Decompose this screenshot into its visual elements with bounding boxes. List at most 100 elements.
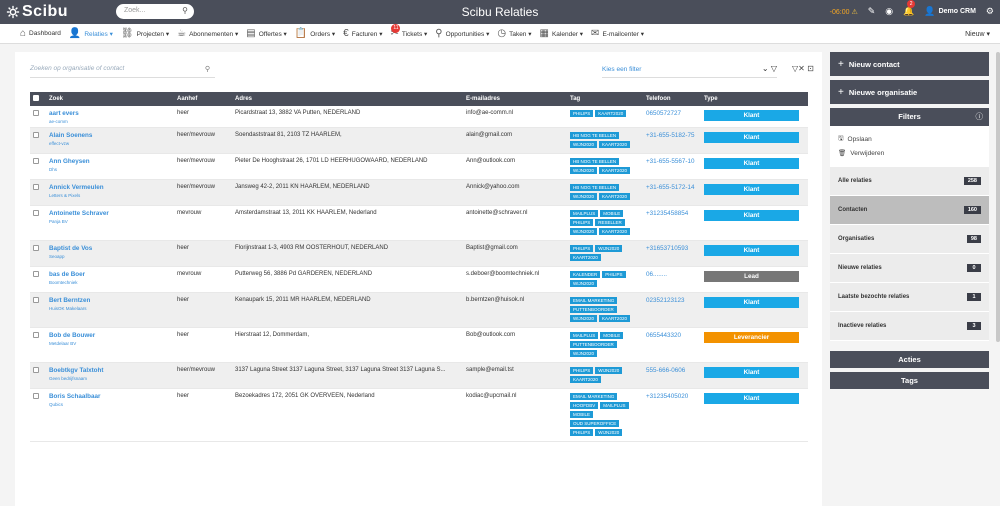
- col-aanhef[interactable]: Aanhef: [177, 96, 198, 102]
- organisation-link[interactable]: Panja BV: [49, 219, 68, 224]
- tag-badge[interactable]: MAILPLUS: [570, 332, 599, 339]
- contact-name-link[interactable]: Antoinette Schraver: [49, 210, 109, 217]
- acties-button[interactable]: Acties: [830, 351, 989, 368]
- filter-item[interactable]: Inactieve relaties 3: [830, 312, 989, 341]
- col-tag[interactable]: Tag: [570, 96, 581, 102]
- phone-link[interactable]: +31-655-5567-10: [646, 158, 695, 165]
- row-checkbox[interactable]: [33, 332, 39, 338]
- tag-badge[interactable]: RESELLER: [595, 219, 625, 226]
- tag-badge[interactable]: WIJN2020: [570, 280, 598, 287]
- tag-badge[interactable]: MAILPLUS: [600, 402, 629, 409]
- tag-badge[interactable]: WIJN2020: [595, 367, 623, 374]
- tag-badge[interactable]: WIJN2020: [570, 315, 598, 322]
- email-cell[interactable]: b.berntzen@huisok.nl: [466, 297, 525, 303]
- row-checkbox[interactable]: [33, 245, 39, 251]
- tag-badge[interactable]: KAART2020: [599, 193, 630, 200]
- edit-icon[interactable]: ✎: [867, 6, 876, 16]
- filter-select[interactable]: Kies een filter ⌄ ▽: [602, 64, 777, 78]
- global-search-input[interactable]: Zoek... ⚲: [116, 4, 194, 19]
- tag-badge[interactable]: WIJN2020: [570, 141, 598, 148]
- tag-badge[interactable]: WIJN2020: [595, 429, 623, 436]
- organisation-link[interactable]: effect-vzw: [49, 141, 70, 146]
- table-row[interactable]: aart evers ae-comm heer Picardstraat 13, …: [30, 106, 808, 128]
- contact-name-link[interactable]: bas de Boer: [49, 271, 86, 278]
- phone-link[interactable]: +31-655-5172-14: [646, 184, 695, 191]
- nav-item-taken[interactable]: ◷ Taken ▾: [497, 28, 531, 39]
- phone-link[interactable]: +31653710593: [646, 245, 689, 252]
- email-cell[interactable]: Baptist@gmail.com: [466, 245, 518, 251]
- email-cell[interactable]: Ann@outlook.com: [466, 158, 516, 164]
- email-cell[interactable]: alain@gmail.com: [466, 132, 513, 138]
- tag-badge[interactable]: EMAIL MARKETING: [570, 393, 618, 400]
- tag-badge[interactable]: HB NOG TE BELLEN: [570, 184, 620, 191]
- col-telefoon[interactable]: Telefoon: [646, 96, 671, 102]
- row-checkbox[interactable]: [33, 297, 39, 303]
- col-type[interactable]: Type: [704, 96, 718, 102]
- email-cell[interactable]: s.deboer@boomtechniek.nl: [466, 271, 540, 277]
- row-checkbox[interactable]: [33, 271, 39, 277]
- filter-item[interactable]: Organisaties 98: [830, 225, 989, 254]
- tag-badge[interactable]: MAILPLUS: [570, 210, 599, 217]
- organisation-link[interactable]: Geen bedrijfsnaam: [49, 376, 88, 381]
- nav-item-opportunities[interactable]: ⚲ Opportunities ▾: [435, 28, 489, 39]
- tag-badge[interactable]: PUTTENBOORDER: [570, 341, 617, 348]
- phone-link[interactable]: +31235405020: [646, 393, 689, 400]
- table-row[interactable]: Boebtkgv Talxtoht Geen bedrijfsnaam heer/…: [30, 362, 808, 389]
- tag-badge[interactable]: PHILIPS: [570, 245, 594, 252]
- organisation-link[interactable]: Boomtechniek: [49, 280, 78, 285]
- tag-badge[interactable]: PHILIPS: [570, 367, 594, 374]
- tag-badge[interactable]: MOBILE: [600, 332, 624, 339]
- tag-badge[interactable]: KAART2020: [595, 110, 627, 117]
- table-row[interactable]: Annick Vermeulen Letters & Pixels heer/me…: [30, 179, 808, 206]
- contact-name-link[interactable]: Boebtkgv Talxtoht: [49, 367, 104, 374]
- phone-link[interactable]: 02352123123: [646, 297, 685, 304]
- tag-badge[interactable]: PHILIPS: [570, 429, 594, 436]
- row-checkbox[interactable]: [33, 132, 39, 138]
- save-filter-button[interactable]: 🖫 Opslaan: [838, 135, 872, 143]
- search-icon[interactable]: ⚲: [182, 6, 188, 15]
- table-row[interactable]: bas de Boer Boomtechniek mevrouw Putterwe…: [30, 267, 808, 293]
- table-row[interactable]: Bert Berntzen HuisOK Makelaars heer Kenau…: [30, 292, 808, 328]
- tag-badge[interactable]: MOBILE: [600, 210, 624, 217]
- row-checkbox[interactable]: [33, 393, 39, 399]
- nav-item-orders[interactable]: 📋 Orders ▾: [295, 28, 335, 39]
- contact-name-link[interactable]: Annick Vermeulen: [49, 184, 104, 191]
- new-contact-button[interactable]: + Nieuw contact: [830, 52, 989, 76]
- eye-icon[interactable]: ◉: [885, 6, 894, 16]
- row-checkbox[interactable]: [33, 158, 39, 164]
- email-cell[interactable]: info@ae-comm.nl: [466, 110, 514, 116]
- phone-link[interactable]: +31-655-5182-75: [646, 132, 695, 139]
- tag-badge[interactable]: PHILIPS: [570, 110, 594, 117]
- contact-name-link[interactable]: Bob de Bouwer: [49, 332, 96, 339]
- filter-item[interactable]: Alle relaties 258: [830, 167, 989, 196]
- phone-link[interactable]: 06........: [646, 271, 667, 278]
- contact-name-link[interactable]: Baptist de Vos: [49, 245, 93, 252]
- tag-badge[interactable]: KAART2020: [599, 167, 630, 174]
- table-row[interactable]: Antoinette Schraver Panja BV mevrouw Amst…: [30, 206, 808, 241]
- tag-badge[interactable]: OUD SUPEROFFICE: [570, 420, 620, 427]
- phone-link[interactable]: 555-666-0606: [646, 367, 686, 374]
- tag-badge[interactable]: KAART2020: [599, 141, 630, 148]
- nav-item-relaties[interactable]: 👤 Relaties ▾: [69, 28, 113, 39]
- tag-badge[interactable]: WIJN2020: [570, 193, 598, 200]
- row-checkbox[interactable]: [33, 184, 39, 190]
- clear-filter-icons[interactable]: ▽✕ ⊡: [792, 64, 814, 73]
- organisation-link[interactable]: Qubics: [49, 402, 64, 407]
- email-cell[interactable]: kodiac@upcmail.nl: [466, 393, 517, 399]
- tag-badge[interactable]: PUTTENBOORDER: [570, 306, 617, 313]
- tag-badge[interactable]: EMAIL MARKETING: [570, 297, 618, 304]
- table-row[interactable]: Alain Soenens effect-vzw heer/mevrouw Soe…: [30, 127, 808, 154]
- tag-badge[interactable]: WIJN2020: [570, 228, 598, 235]
- tag-badge[interactable]: WIJN2020: [570, 167, 598, 174]
- organisation-link[interactable]: Dhs: [49, 167, 58, 172]
- organisation-link[interactable]: Seoapp: [49, 254, 65, 259]
- filter-item[interactable]: Nieuwe relaties 0: [830, 254, 989, 283]
- contact-name-link[interactable]: aart evers: [49, 110, 79, 117]
- organisation-link[interactable]: Metdelaar BV: [49, 341, 77, 346]
- tag-badge[interactable]: WIJN2020: [595, 245, 623, 252]
- contact-name-link[interactable]: Ann Gheysen: [49, 158, 90, 165]
- email-cell[interactable]: antoinette@schraver.nl: [466, 210, 528, 216]
- table-row[interactable]: Ann Gheysen Dhs heer/mevrouw Pieter De Ho…: [30, 154, 808, 180]
- nav-item-offertes[interactable]: ▤ Offertes ▾: [246, 28, 287, 39]
- nav-item-abonnementen[interactable]: ☕ Abonnementen ▾: [177, 28, 238, 39]
